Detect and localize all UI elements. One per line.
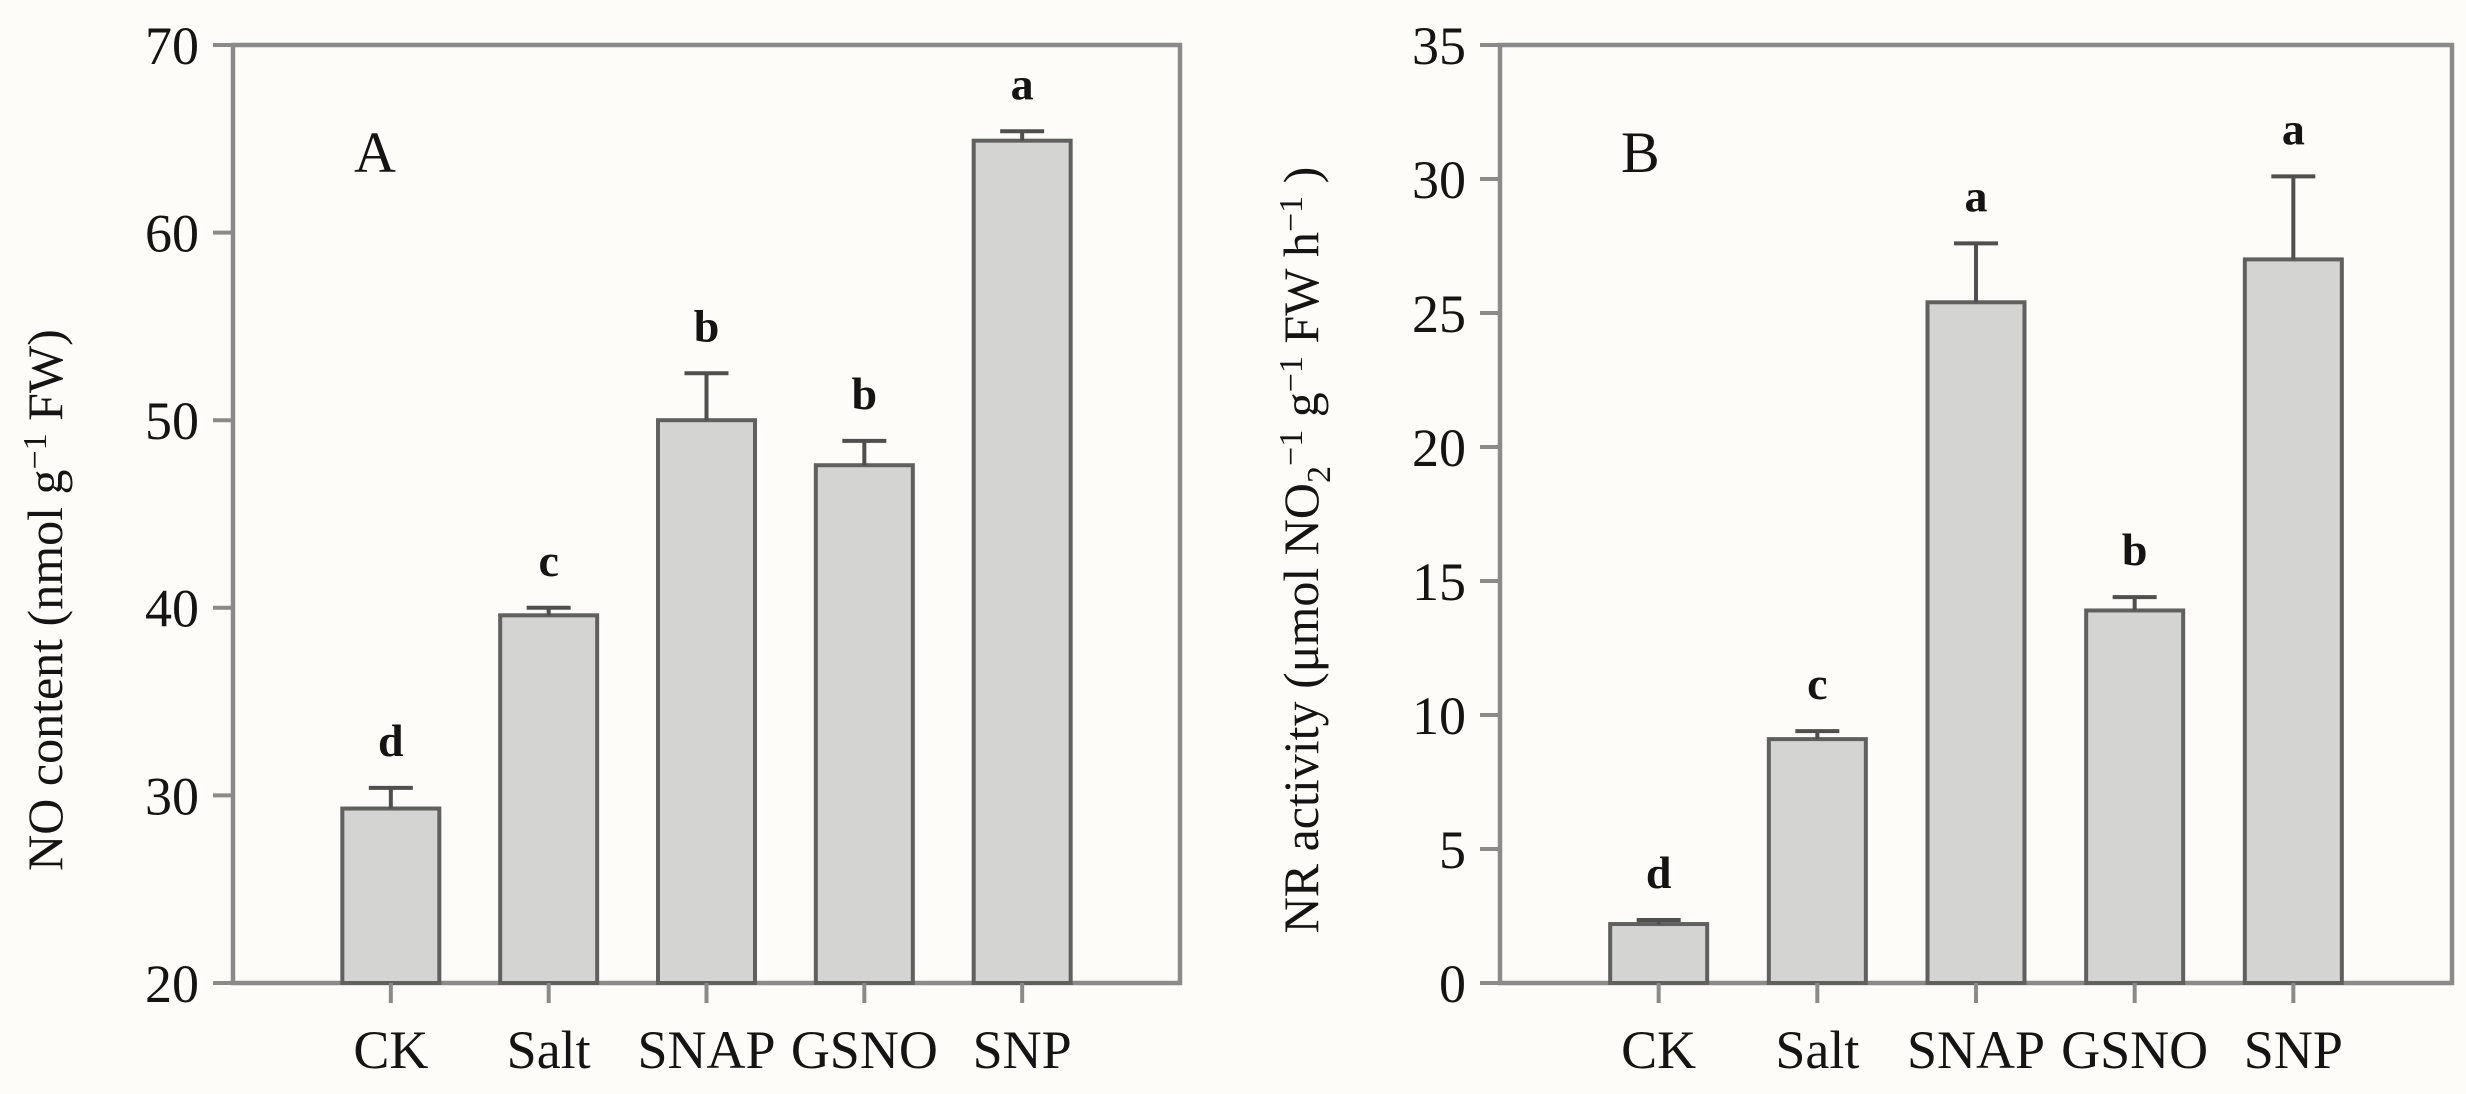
panel-B: 0 5 10 15 20 25 30 35 d CK c Salt a SNAP b GSNO a SNP NR a… — [1273, 16, 2455, 1080]
panel-A: 20 30 40 50 60 70 d CK c Salt b SNAP b GSNO a SNP NO con… — [17, 16, 1183, 1080]
sig-letter-A-SNAP: b — [694, 300, 720, 351]
y-axis-title-part: −1 — [17, 433, 54, 469]
xtick-label-A-Salt: Salt — [507, 1020, 591, 1080]
sig-letter-B-GSNO: b — [2122, 524, 2148, 575]
ytick-label-B-15: 15 — [1412, 552, 1466, 612]
bar-B-SNP — [2242, 257, 2344, 985]
y-axis-title-part: FW h — [1273, 232, 1329, 356]
ytick-label-B-20: 20 — [1412, 418, 1466, 478]
sig-letter-B-Salt: c — [1807, 658, 1827, 709]
y-axis-title-part: NR activity (μmol NO — [1273, 483, 1329, 933]
ytick-label-A-40: 40 — [145, 579, 199, 639]
y-axis-title-part: NO content (nmol g — [17, 470, 73, 871]
xtick-label-B-Salt: Salt — [1775, 1020, 1859, 1080]
xtick-label-A-GSNO: GSNO — [791, 1020, 938, 1080]
bar-A-GSNO — [813, 463, 915, 985]
xtick-label-A-CK: CK — [353, 1020, 428, 1080]
bar-B-GSNO — [2084, 608, 2186, 985]
bar-A-SNP — [971, 138, 1073, 985]
y-axis-title-A: NO content (nmol g−1 FW) — [17, 329, 73, 871]
xtick-label-B-CK: CK — [1621, 1020, 1696, 1080]
panel-letter-A: A — [354, 120, 396, 185]
y-axis-title-part: ) — [1273, 167, 1329, 196]
sig-letter-B-CK: d — [1646, 847, 1672, 898]
bar-A-SNAP — [656, 418, 757, 985]
sig-letter-A-SNP: a — [1011, 58, 1034, 109]
ytick-label-B-35: 35 — [1412, 16, 1466, 76]
sig-letter-B-SNP: a — [2282, 103, 2305, 154]
bar-A-CK — [340, 806, 442, 985]
xtick-label-B-SNP: SNP — [2244, 1020, 2343, 1080]
ytick-label-A-30: 30 — [145, 766, 199, 826]
xtick-label-A-SNAP: SNAP — [637, 1020, 775, 1080]
ytick-label-B-0: 0 — [1439, 954, 1466, 1014]
ytick-label-B-25: 25 — [1412, 284, 1466, 344]
xtick-label-B-GSNO: GSNO — [2061, 1020, 2208, 1080]
sig-letter-A-GSNO: b — [852, 368, 878, 419]
bar-B-Salt — [1766, 737, 1868, 985]
bar-A-Salt — [498, 613, 600, 986]
ytick-label-A-60: 60 — [145, 204, 199, 264]
y-axis-title-part: g — [1273, 392, 1329, 430]
bar-B-SNAP — [1925, 300, 2027, 985]
xtick-label-A-SNP: SNP — [973, 1020, 1072, 1080]
y-axis-title-B: NR activity (μmol NO2−1 g−1 FW h−1 ) — [1273, 167, 1338, 934]
sig-letter-A-CK: d — [378, 715, 404, 766]
ytick-label-A-70: 70 — [145, 16, 199, 76]
xtick-label-B-SNAP: SNAP — [1907, 1020, 2045, 1080]
ytick-label-B-10: 10 — [1412, 686, 1466, 746]
ytick-label-A-50: 50 — [145, 391, 199, 451]
sig-letter-A-Salt: c — [538, 535, 558, 586]
ytick-label-B-30: 30 — [1412, 150, 1466, 210]
y-axis-title-part: FW) — [17, 329, 73, 433]
ytick-label-B-5: 5 — [1439, 820, 1466, 880]
y-axis-title-part: 2 — [1301, 466, 1338, 483]
y-axis-title-part: −1 — [1273, 196, 1310, 232]
panel-letter-B: B — [1621, 120, 1660, 185]
y-axis-title-part: −1 — [1273, 430, 1310, 466]
y-axis-title-part: −1 — [1273, 356, 1310, 392]
sig-letter-B-SNAP: a — [1965, 170, 1988, 221]
ytick-label-A-20: 20 — [145, 954, 199, 1014]
bar-B-CK — [1608, 922, 1710, 985]
